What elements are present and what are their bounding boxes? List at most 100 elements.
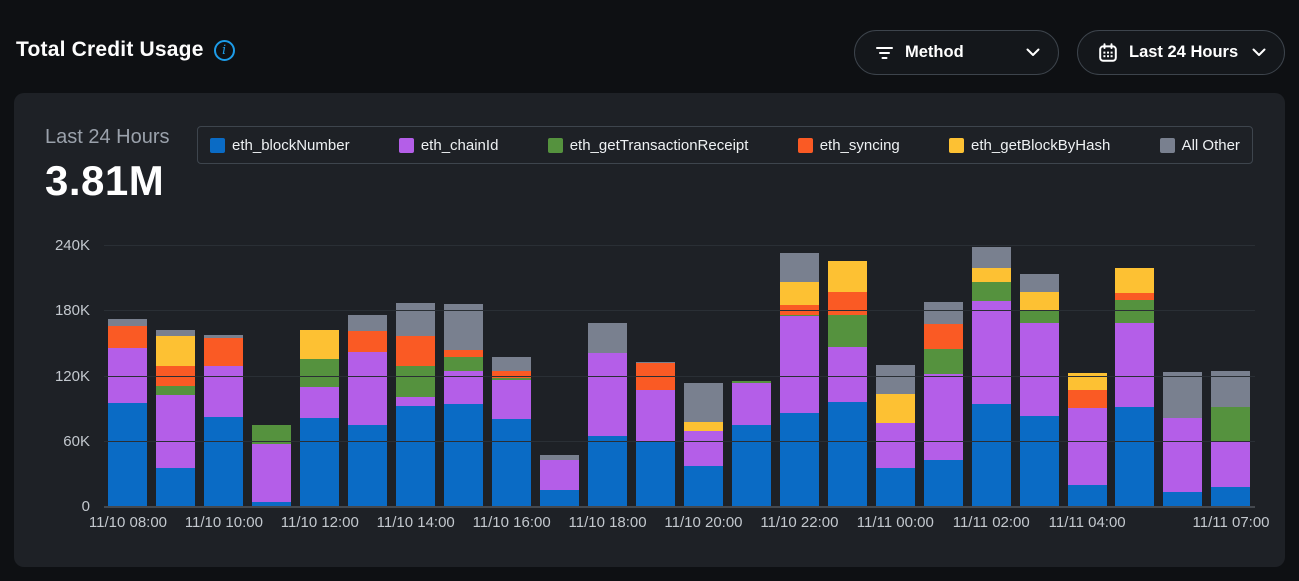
bar-segment-eth_blockNumber[interactable]: [540, 489, 580, 507]
bar-11-11-06-00[interactable]: [1159, 246, 1207, 507]
bar-segment-All Other[interactable]: [156, 329, 196, 337]
bar-segment-eth_blockNumber[interactable]: [1163, 491, 1203, 507]
bar-11-10-21-00[interactable]: [727, 246, 775, 507]
bar-segment-All Other[interactable]: [444, 303, 484, 351]
bar-segment-eth_chainId[interactable]: [779, 315, 819, 414]
bar-segment-eth_getTransactionReceipt[interactable]: [923, 349, 963, 375]
bar-segment-eth_getBlockByHash[interactable]: [779, 281, 819, 305]
bar-segment-eth_syncing[interactable]: [492, 371, 532, 378]
bar-segment-eth_chainId[interactable]: [108, 348, 148, 403]
bar-segment-All Other[interactable]: [923, 301, 963, 325]
bar-11-10-18-00[interactable]: [584, 246, 632, 507]
bar-segment-eth_getTransactionReceipt[interactable]: [779, 314, 819, 316]
bar-11-10-23-00[interactable]: [823, 246, 871, 507]
bar-segment-All Other[interactable]: [204, 335, 244, 339]
bar-segment-eth_getBlockByHash[interactable]: [875, 393, 915, 424]
bar-segment-eth_blockNumber[interactable]: [683, 465, 723, 507]
legend-item[interactable]: eth_getBlockByHash: [949, 137, 1110, 154]
bar-segment-All Other[interactable]: [540, 454, 580, 461]
bar-segment-eth_chainId[interactable]: [588, 352, 627, 437]
bar-11-10-17-00[interactable]: [536, 246, 584, 507]
bar-segment-All Other[interactable]: [588, 323, 627, 353]
bar-11-10-12-00[interactable]: [296, 246, 344, 507]
bar-segment-eth_blockNumber[interactable]: [396, 405, 436, 507]
bar-segment-eth_getBlockByHash[interactable]: [1067, 373, 1107, 390]
bar-segment-eth_syncing[interactable]: [348, 330, 388, 352]
bar-segment-All Other[interactable]: [492, 356, 532, 372]
bar-11-10-14-00[interactable]: [392, 246, 440, 507]
date-range-dropdown[interactable]: Last 24 Hours: [1077, 30, 1285, 75]
bar-segment-eth_blockNumber[interactable]: [1211, 487, 1251, 507]
bar-segment-eth_getTransactionReceipt[interactable]: [444, 356, 484, 372]
bar-segment-eth_getTransactionReceipt[interactable]: [396, 365, 436, 398]
bar-11-10-09-00[interactable]: [152, 246, 200, 507]
bar-segment-All Other[interactable]: [348, 314, 388, 331]
bar-11-11-07-00[interactable]: [1207, 246, 1255, 507]
bar-segment-eth_getTransactionReceipt[interactable]: [1019, 310, 1059, 324]
bar-segment-eth_chainId[interactable]: [683, 430, 723, 466]
bar-segment-eth_blockNumber[interactable]: [108, 402, 148, 507]
legend-item[interactable]: eth_chainId: [398, 137, 498, 154]
bar-segment-eth_blockNumber[interactable]: [875, 467, 915, 507]
bar-11-10-11-00[interactable]: [248, 246, 296, 507]
bar-segment-eth_chainId[interactable]: [204, 365, 244, 417]
bar-segment-eth_chainId[interactable]: [635, 389, 675, 442]
bar-segment-eth_chainId[interactable]: [731, 383, 771, 426]
bar-segment-eth_syncing[interactable]: [204, 338, 244, 366]
bar-segment-eth_getTransactionReceipt[interactable]: [1115, 300, 1155, 324]
bar-11-11-00-00[interactable]: [871, 246, 919, 507]
bar-segment-eth_chainId[interactable]: [1211, 440, 1251, 488]
bar-segment-eth_getTransactionReceipt[interactable]: [492, 377, 532, 380]
bar-segment-eth_blockNumber[interactable]: [300, 417, 340, 507]
bar-segment-All Other[interactable]: [971, 247, 1011, 268]
bar-11-10-15-00[interactable]: [440, 246, 488, 507]
bar-segment-eth_syncing[interactable]: [827, 291, 867, 315]
info-icon[interactable]: i: [213, 39, 235, 61]
bar-segment-All Other[interactable]: [635, 362, 675, 364]
bar-segment-eth_blockNumber[interactable]: [731, 425, 771, 507]
bar-11-11-01-00[interactable]: [919, 246, 967, 507]
bar-11-10-13-00[interactable]: [344, 246, 392, 507]
bar-11-11-03-00[interactable]: [1015, 246, 1063, 507]
bar-segment-eth_blockNumber[interactable]: [635, 441, 675, 507]
bar-segment-All Other[interactable]: [779, 252, 819, 282]
bar-segment-eth_blockNumber[interactable]: [1019, 415, 1059, 507]
bar-segment-eth_blockNumber[interactable]: [348, 425, 388, 507]
bar-segment-eth_chainId[interactable]: [444, 371, 484, 404]
bar-segment-eth_chainId[interactable]: [875, 423, 915, 468]
bar-segment-eth_chainId[interactable]: [827, 347, 867, 402]
bar-segment-eth_blockNumber[interactable]: [444, 403, 484, 507]
bar-segment-eth_chainId[interactable]: [300, 387, 340, 418]
bar-11-10-10-00[interactable]: [200, 246, 248, 507]
bar-segment-eth_syncing[interactable]: [635, 363, 675, 390]
bar-segment-eth_blockNumber[interactable]: [827, 401, 867, 507]
legend-item[interactable]: eth_syncing: [797, 137, 900, 154]
bar-11-10-22-00[interactable]: [775, 246, 823, 507]
bar-segment-All Other[interactable]: [875, 364, 915, 394]
bar-segment-eth_blockNumber[interactable]: [779, 413, 819, 507]
bar-segment-eth_getBlockByHash[interactable]: [971, 267, 1011, 282]
bar-segment-eth_syncing[interactable]: [779, 304, 819, 315]
bar-segment-eth_blockNumber[interactable]: [971, 403, 1011, 507]
bar-11-11-04-00[interactable]: [1063, 246, 1111, 507]
bar-segment-eth_getBlockByHash[interactable]: [827, 261, 867, 292]
bar-segment-eth_blockNumber[interactable]: [492, 418, 532, 507]
bar-segment-eth_getTransactionReceipt[interactable]: [827, 314, 867, 348]
bar-segment-eth_chainId[interactable]: [1067, 408, 1107, 486]
bar-segment-eth_chainId[interactable]: [540, 460, 580, 490]
bar-segment-eth_getTransactionReceipt[interactable]: [156, 386, 196, 395]
bar-segment-eth_blockNumber[interactable]: [923, 460, 963, 507]
bar-segment-eth_syncing[interactable]: [396, 336, 436, 366]
bar-segment-eth_blockNumber[interactable]: [204, 416, 244, 507]
bar-11-10-08-00[interactable]: [104, 246, 152, 507]
bar-segment-eth_syncing[interactable]: [1067, 389, 1107, 409]
legend-item[interactable]: eth_blockNumber: [210, 137, 350, 154]
bar-segment-eth_syncing[interactable]: [444, 350, 484, 357]
bar-segment-eth_syncing[interactable]: [923, 324, 963, 350]
bar-segment-eth_getTransactionReceipt[interactable]: [300, 359, 340, 388]
bar-segment-All Other[interactable]: [1211, 371, 1251, 407]
bar-segment-All Other[interactable]: [1019, 274, 1059, 292]
bar-11-10-16-00[interactable]: [488, 246, 536, 507]
bar-segment-All Other[interactable]: [108, 318, 148, 327]
legend-item[interactable]: eth_getTransactionReceipt: [547, 137, 748, 154]
